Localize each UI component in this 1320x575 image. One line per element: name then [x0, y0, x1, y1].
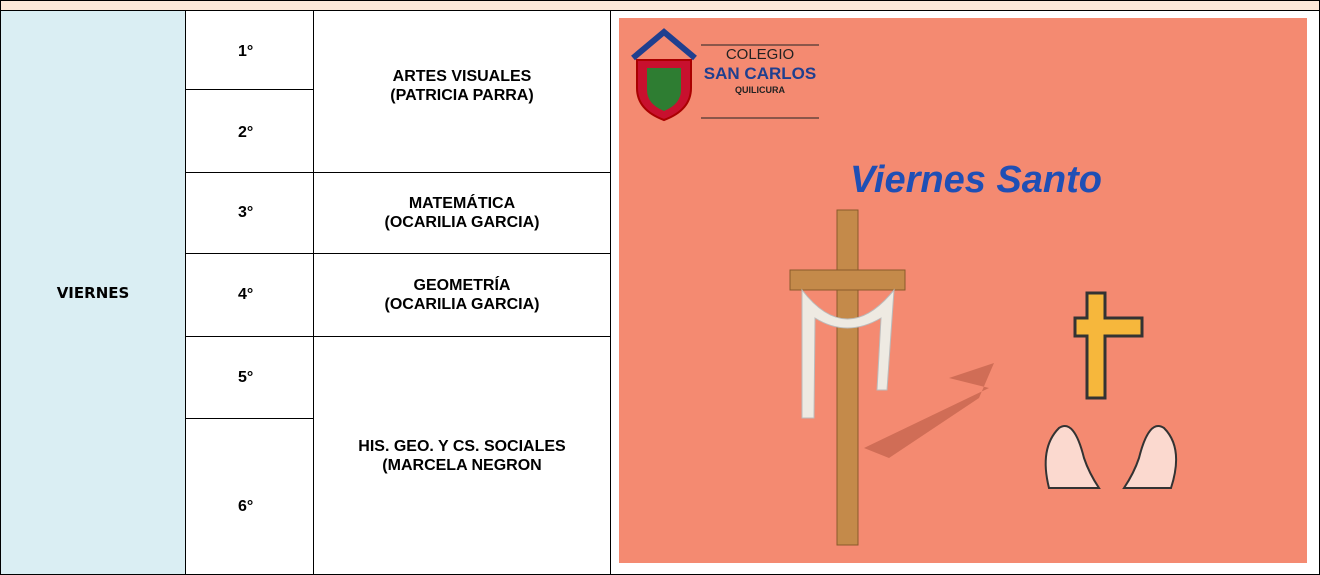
- cross-beam: [836, 209, 859, 546]
- level: 1°: [238, 43, 254, 60]
- subject-line: (PATRICIA PARRA): [390, 87, 534, 104]
- hand: [1044, 425, 1101, 489]
- subject-line: GEOMETRÍA: [413, 277, 511, 294]
- level: 4°: [238, 286, 254, 303]
- image-background: [619, 18, 1307, 563]
- level: 6°: [238, 497, 254, 515]
- image: COLEGIO SAN CARLOS QUILICURA Viernes San…: [619, 18, 1307, 563]
- logo-text: SAN CARLOS: [704, 64, 816, 83]
- level-cell: 6°: [185, 418, 314, 575]
- subject-cell: GEOMETRÍA (OCARILIA GARCIA): [313, 253, 611, 337]
- subject-cell: ARTES VISUALES (PATRICIA PARRA): [313, 10, 611, 173]
- hand: [1122, 425, 1178, 489]
- level-cell: 2°: [185, 89, 314, 173]
- level-cell: 4°: [185, 253, 314, 337]
- gold-cross: [1073, 291, 1144, 400]
- subject-line: (MARCELA NEGRON: [382, 456, 542, 474]
- logo-inner: [647, 68, 681, 111]
- level: 5°: [238, 368, 254, 386]
- logo-roof: [631, 28, 697, 61]
- subject-line: HIS. GEO. Y CS. SOCIALES: [358, 437, 566, 455]
- level-cell: 3°: [185, 172, 314, 254]
- logo-text: QUILICURA: [735, 85, 785, 95]
- logo-text: COLEGIO: [726, 46, 794, 63]
- subject-line: (OCARILIA GARCIA): [384, 296, 540, 313]
- level-cell: 1°: [185, 10, 314, 90]
- subject-line: MATEMÁTICA: [408, 195, 516, 212]
- cross-bar: [789, 269, 906, 291]
- level: 3°: [238, 204, 254, 221]
- cross-shadow: [864, 363, 994, 458]
- subject-line: ARTES VISUALES: [392, 68, 532, 85]
- subject-cell: MATEMÁTICA (OCARILIA GARCIA): [313, 172, 611, 254]
- subject-line: (OCARILIA GARCIA): [384, 214, 540, 231]
- level: 2°: [238, 124, 254, 141]
- image-title: Viernes Santo: [850, 159, 1102, 201]
- day: VIERNES: [56, 283, 130, 302]
- day-cell: VIERNES: [0, 10, 186, 575]
- level-cell: 5°: [185, 336, 314, 419]
- subject-cell: HIS. GEO. Y CS. SOCIALES (MARCELA NEGRON: [313, 336, 611, 575]
- cross-cloth: [801, 288, 895, 419]
